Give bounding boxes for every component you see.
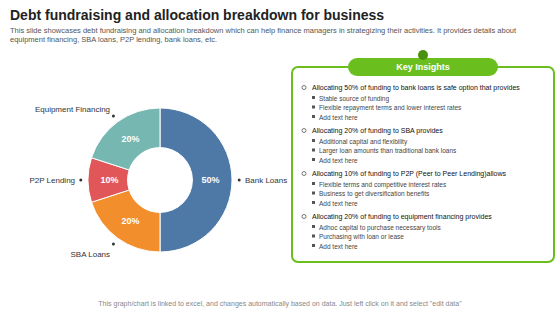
insight-bullet: Flexible terms and competitive interest … — [319, 181, 447, 189]
bullet — [302, 215, 306, 219]
insight-bullet: Stable source of funding — [319, 95, 389, 103]
slice — [160, 108, 232, 252]
panel-header — [348, 58, 498, 76]
bullet — [312, 182, 315, 185]
text-line: Allocating 20% of funding to equipment f… — [312, 213, 492, 221]
text-line: This slide showcases debt fundraising an… — [10, 26, 517, 35]
bullet — [312, 235, 315, 238]
insight-bullet: Add text here — [319, 243, 358, 250]
bullet — [302, 129, 306, 133]
data-label: 50% — [201, 175, 219, 185]
label-dot — [112, 243, 115, 246]
insight-bullet: Purchasing with loan or lease — [319, 233, 404, 241]
text-line: Allocating 50% of funding to bank loans … — [312, 84, 520, 92]
label-dot — [238, 179, 241, 182]
insights-panel: Key Insights Allocating 50% of funding to… — [292, 50, 554, 262]
bullet — [312, 115, 315, 118]
insight-bullet: Larger loan amounts than traditional ban… — [319, 147, 457, 155]
category-label: Bank Loans — [245, 176, 287, 185]
bullet — [312, 149, 315, 152]
insight-header: Allocating 50% of funding to bank loans … — [312, 84, 520, 92]
insight-bullet: Add text here — [319, 114, 358, 121]
text-line: Allocating 20% of funding to SBA provide… — [312, 127, 443, 135]
text-line: Allocating 10% of funding to P2P (Peer t… — [312, 170, 507, 178]
subtitle: This slide showcases debt fundraising an… — [10, 26, 517, 44]
bullet — [312, 201, 315, 204]
panel-border — [292, 67, 554, 262]
insight-bullet: Additional capital and flexibility — [319, 138, 408, 146]
bullet — [312, 106, 315, 109]
bullet — [312, 158, 315, 161]
insight-header: Allocating 20% of funding to equipment f… — [312, 213, 492, 221]
insight-bullet: Add text here — [319, 157, 358, 164]
bullet — [312, 244, 315, 247]
category-label: SBA Loans — [70, 250, 110, 259]
data-label: 20% — [121, 216, 139, 226]
bullet — [302, 172, 306, 176]
label-dot — [112, 114, 115, 117]
label-dot — [79, 179, 82, 182]
insight-bullet: Add text here — [319, 200, 358, 207]
bullet — [312, 96, 315, 99]
insight-bullet: Adhoc capital to purchase necessary tool… — [319, 224, 442, 232]
insight-bullet: Flexible repayment terms and lower inter… — [319, 104, 462, 112]
chart: Debt fundraising and allocation breakdow… — [0, 0, 560, 315]
insight-header: Allocating 10% of funding to P2P (Peer t… — [312, 170, 507, 178]
footer: This graph/chart is linked to excel, and… — [98, 300, 462, 308]
data-label: 10% — [101, 175, 119, 185]
insight-bullet: Business to get diversification benefits — [319, 190, 430, 198]
data-label: 20% — [121, 134, 139, 144]
insight-header: Allocating 20% of funding to SBA provide… — [312, 127, 443, 135]
category-label: Equipment Financing — [35, 105, 110, 114]
panel-icon — [418, 50, 428, 60]
bullet — [312, 139, 315, 142]
bullet — [312, 225, 315, 228]
slice — [92, 108, 160, 170]
donut: 50% 20% 10% 20% Bank Loans SBA Loans P2P Lendi… — [29, 105, 287, 259]
text-line: equipment financing, SBA loans, P2P lend… — [10, 35, 217, 44]
panel-title: Key Insights — [396, 62, 450, 72]
category-label: P2P Lending — [29, 176, 75, 185]
bullet — [302, 86, 306, 90]
bullet — [312, 192, 315, 195]
title: Debt fundraising and allocation breakdow… — [10, 7, 384, 23]
